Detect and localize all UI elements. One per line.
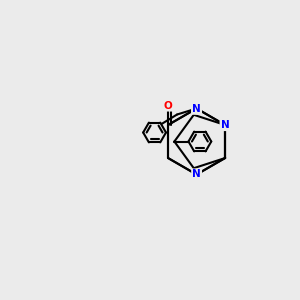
Text: N: N bbox=[192, 103, 201, 113]
Text: O: O bbox=[164, 100, 172, 110]
Text: N: N bbox=[192, 169, 201, 179]
Text: N: N bbox=[221, 120, 230, 130]
Text: N: N bbox=[221, 120, 230, 130]
Text: N: N bbox=[192, 103, 201, 113]
